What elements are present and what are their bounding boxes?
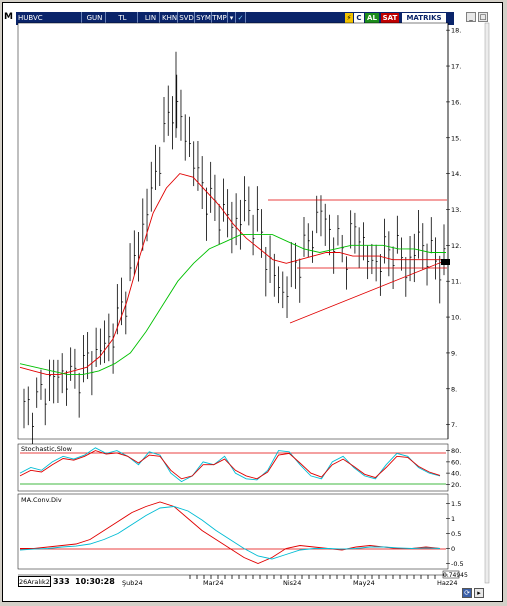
clock-text: 10:30:28 [75,577,115,586]
macd-title: MA.Conv.Div [21,496,62,504]
minimize-icon[interactable]: _ [466,12,476,22]
refresh-icon[interactable]: ⟳ [462,588,472,598]
price-tick-label: 12. [451,242,461,250]
macd-axis: 1.5 1 0.5 0 -0.5 [446,500,464,568]
stochastic-title: Stochastic,Slow [21,445,73,453]
price-tick-label: 17. [451,63,461,71]
macd-tick-label: 0 [451,545,455,553]
status-value: 333 [53,577,70,586]
macd-panel [17,493,449,570]
ma-slow-line [19,234,446,375]
chart-toolbar: HUBVC GUN TL LIN KHN SVD SYM TMP ▾ ✓ ⚡ C… [16,12,454,25]
price-tick-label: 10. [451,314,461,322]
price-tick-label: 18. [451,27,461,35]
vertical-scrollbar[interactable] [484,22,490,584]
dropdown-arrow-icon[interactable]: ▾ [228,12,236,25]
macd-tick-label: 1 [451,515,455,523]
price-panel [17,22,449,440]
c-button[interactable]: C [354,13,364,24]
tmp-button[interactable]: TMP [212,12,228,25]
price-tick-label: 7. [451,421,457,429]
khn-button[interactable]: KHN [162,12,178,25]
last-price-label [441,259,450,265]
time-label-feb: Şub24 [122,579,143,587]
price-tick-label: 13. [451,206,461,214]
macd-tick-label: 0.5 [451,530,461,538]
stochastic-tick-label: 80. [451,447,461,455]
stochastic-tick-label: 20. [451,481,461,489]
price-tick-label: 16. [451,98,461,106]
time-label-may: May24 [353,579,375,587]
price-tick-label: 15. [451,134,461,142]
macd-signal-line [19,506,441,560]
period-day-button[interactable]: GUN [84,12,106,25]
price-tick-label: 9. [451,349,457,357]
macd-last-value: 0.74945 [443,572,468,579]
matriks-button[interactable]: MATRIKS [402,13,446,24]
stochastic-tick-label: 40. [451,470,461,478]
price-tick-label: 8. [451,385,457,393]
symbol-selector[interactable]: HUBVC [16,12,82,25]
price-bars [23,51,446,449]
svd-button[interactable]: SVD [179,12,195,25]
maximize-icon[interactable]: □ [478,12,488,22]
macd-tick-label: 1.5 [451,500,461,508]
buy-button[interactable]: AL [365,13,379,24]
stochastic-tick-label: 60. [451,458,461,466]
twitter-icon[interactable]: ✓ [236,12,246,25]
ma-fast-line [19,173,446,375]
macd-line [20,501,441,564]
price-axis: 18. 17. 16. 15. 14. 13. 12. 11. 10. 9. 8. 7. [446,27,461,429]
stochastic-d-line [19,450,441,480]
linear-scale-button[interactable]: LIN [142,12,160,25]
sell-button[interactable]: SAT [381,13,399,24]
date-field[interactable]: 26Aralık2 [18,576,51,587]
price-tick-label: 11. [451,278,461,286]
time-label-apr: Nis24 [283,579,301,587]
time-label-jun: Haz24 [437,579,458,587]
macd-tick-label: -0.5 [451,560,464,568]
settings-icon[interactable]: ▸ [474,588,484,598]
time-label-mar: Mar24 [203,579,224,587]
currency-button[interactable]: TL [108,12,138,25]
lightning-icon[interactable]: ⚡ [345,13,353,24]
price-tick-label: 14. [451,170,461,178]
app-logo: M [4,12,13,22]
stochastic-axis: 80. 60. 40. 20. [446,447,461,489]
time-axis [189,575,436,579]
support-trendline [289,259,448,324]
sym-button[interactable]: SYM [196,12,212,25]
